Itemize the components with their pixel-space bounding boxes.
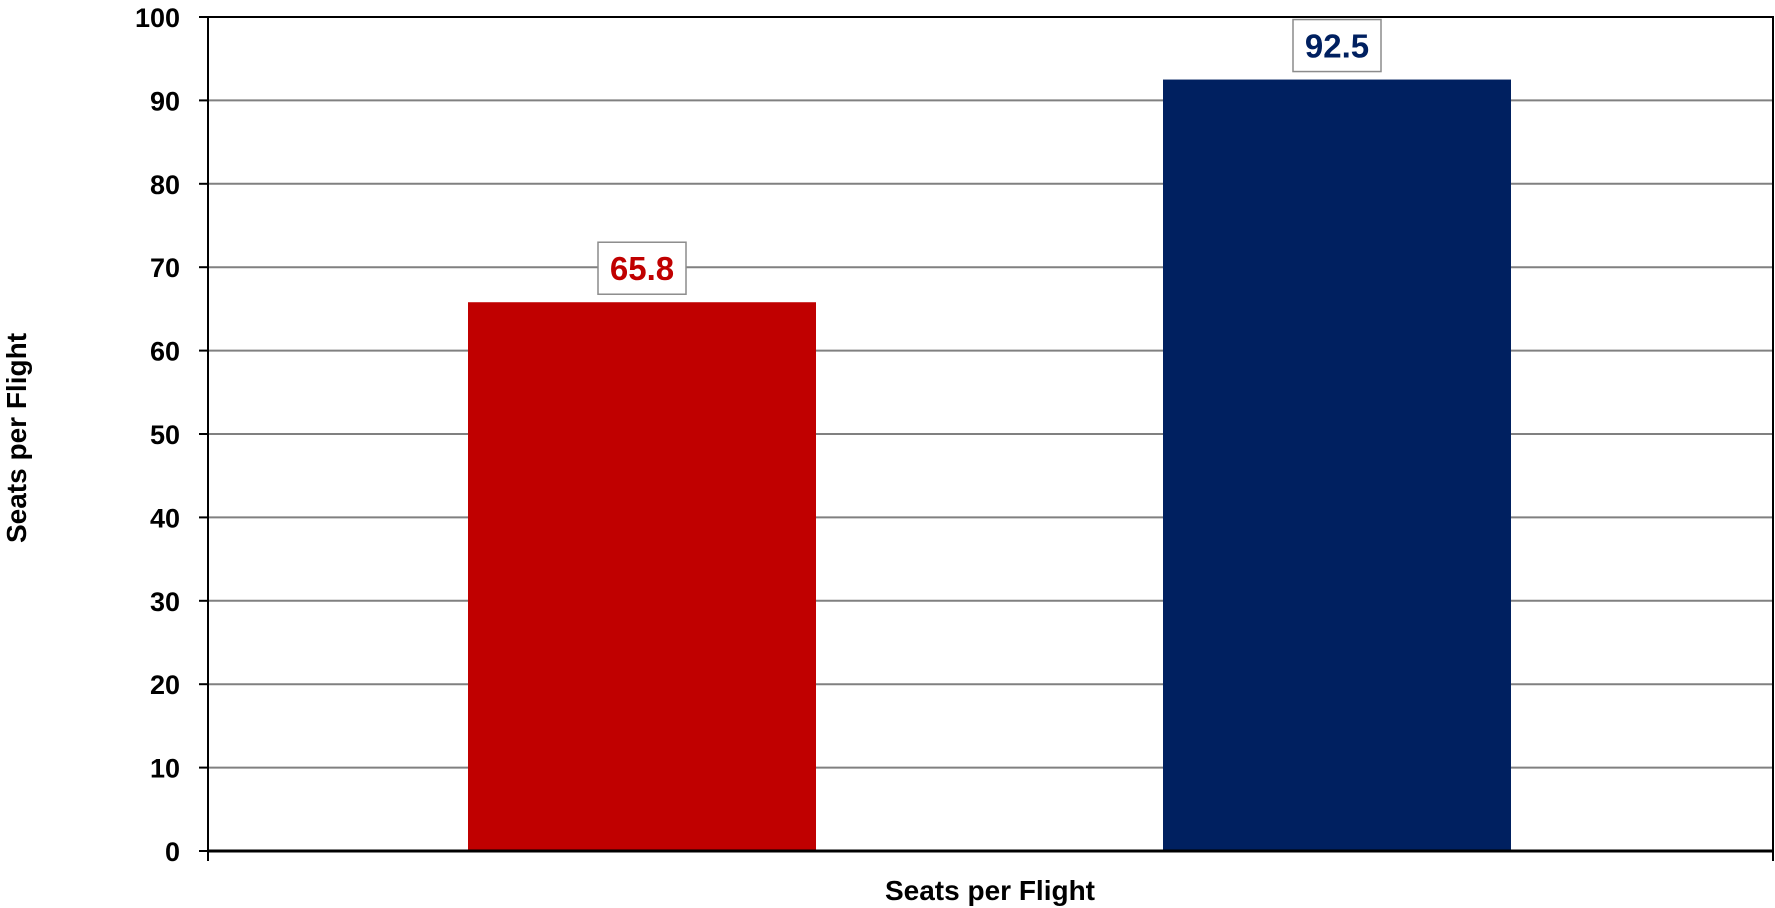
y-tick-label: 100 [135, 3, 180, 33]
bar [1163, 79, 1511, 852]
data-label: 92.5 [1305, 28, 1369, 65]
data-label: 65.8 [610, 250, 674, 287]
y-tick-label: 30 [150, 587, 180, 617]
y-tick-labels: 0 10 20 30 40 50 60 70 80 90 100 [135, 3, 180, 867]
bar [468, 302, 816, 851]
y-tick-label: 60 [150, 337, 180, 367]
y-tick-label: 90 [150, 86, 180, 116]
y-tick-label: 70 [150, 253, 180, 283]
y-axis-label: Seats per Flight [1, 333, 32, 543]
y-tick-label: 20 [150, 670, 180, 700]
y-tick-label: 80 [150, 170, 180, 200]
y-tick-label: 50 [150, 420, 180, 450]
gridlines [208, 16, 1773, 769]
axes [199, 16, 1774, 861]
data-label-box [1292, 18, 1382, 73]
data-label-box [597, 241, 687, 295]
y-tick-label: 40 [150, 503, 180, 533]
y-tick-label: 10 [150, 754, 180, 784]
x-axis-label: Seats per Flight [885, 875, 1095, 906]
bars [468, 79, 1511, 852]
y-tick-label: 0 [165, 837, 180, 867]
data-labels: 65.8 92.5 [597, 18, 1382, 295]
